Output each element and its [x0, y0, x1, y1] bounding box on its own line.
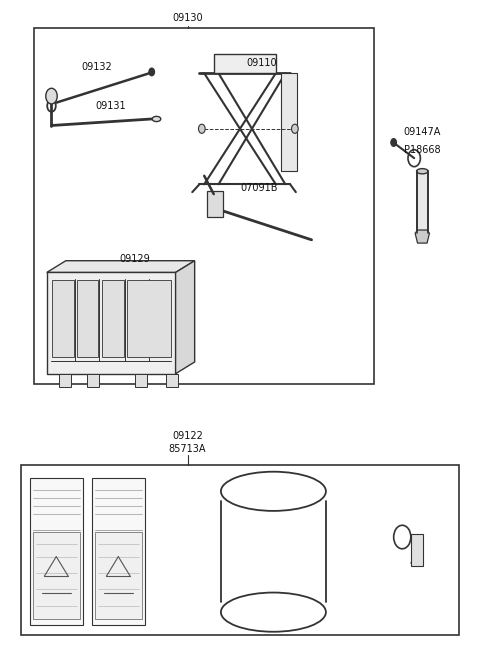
Bar [127, 280, 171, 358]
Text: 09122: 09122 [172, 431, 203, 441]
Circle shape [199, 124, 205, 133]
Text: 09110: 09110 [246, 58, 277, 68]
Bar [30, 478, 83, 625]
Text: 09132: 09132 [82, 62, 112, 72]
Bar [22, 465, 458, 635]
Bar [417, 171, 428, 234]
Text: 07091B: 07091B [240, 182, 278, 193]
Bar [102, 280, 124, 358]
Text: P18668: P18668 [404, 146, 441, 155]
Bar [206, 191, 223, 217]
Ellipse shape [221, 472, 326, 511]
Bar [33, 533, 80, 619]
Text: 85713A: 85713A [169, 444, 206, 454]
Circle shape [391, 138, 396, 146]
Bar [87, 374, 99, 387]
Bar [52, 280, 74, 358]
Bar [77, 280, 98, 358]
Polygon shape [176, 260, 195, 374]
Text: 09130: 09130 [172, 12, 203, 23]
Text: 09129: 09129 [120, 255, 150, 264]
Polygon shape [47, 272, 176, 374]
Circle shape [46, 89, 57, 104]
Bar [214, 54, 276, 73]
Circle shape [291, 124, 298, 133]
Ellipse shape [417, 169, 428, 174]
Bar [59, 374, 71, 387]
Circle shape [149, 68, 155, 76]
Polygon shape [415, 230, 430, 243]
Bar [281, 73, 297, 171]
Ellipse shape [152, 116, 161, 121]
Text: 09147A: 09147A [404, 127, 441, 137]
Bar [166, 374, 178, 387]
Polygon shape [47, 260, 195, 272]
Bar [411, 534, 423, 566]
Bar [34, 28, 373, 384]
Bar [95, 533, 142, 619]
Ellipse shape [221, 592, 326, 632]
Bar [221, 491, 326, 612]
Text: 09131: 09131 [96, 101, 126, 111]
Bar [92, 478, 144, 625]
Bar [135, 374, 147, 387]
